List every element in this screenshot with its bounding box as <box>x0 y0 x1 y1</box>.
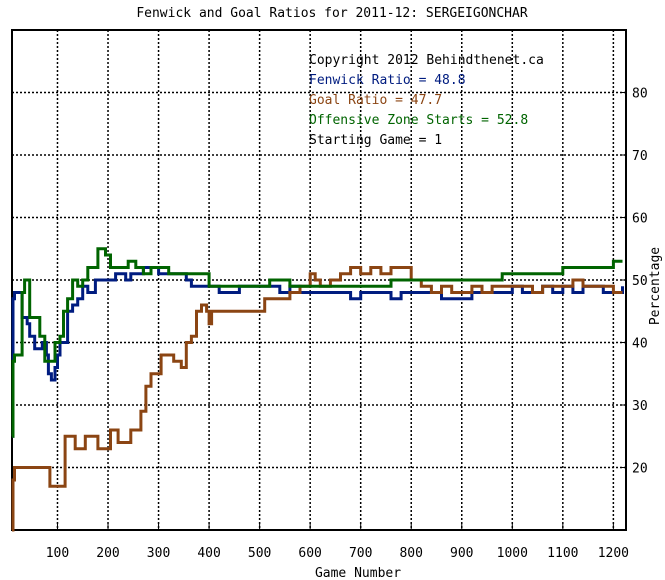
y-tick-label: 40 <box>632 337 648 352</box>
x-tick-label: 500 <box>248 546 271 561</box>
series-group <box>11 247 624 532</box>
series-fenwick-ratio-line <box>11 266 624 438</box>
annotation-line: Goal Ratio = 47.7 <box>309 93 442 108</box>
x-axis: 100 200 300 400 500 600 700 800 900 1000 1100 1200 <box>46 524 629 561</box>
y-axis-label: Percentage <box>648 247 663 325</box>
annotation-line: Fenwick Ratio = 48.8 <box>309 73 466 88</box>
annotation-line: Starting Game = 1 <box>309 133 442 148</box>
x-axis-label: Game Number <box>315 566 401 580</box>
x-tick-label: 1200 <box>598 546 629 561</box>
chart-title: Fenwick and Goal Ratios for 2011-12: SER… <box>136 6 528 21</box>
x-tick-label: 1100 <box>547 546 578 561</box>
x-tick-label: 100 <box>46 546 69 561</box>
x-tick-label: 300 <box>147 546 170 561</box>
y-tick-label: 70 <box>632 149 648 164</box>
y-tick-label: 20 <box>632 462 648 477</box>
x-tick-label: 900 <box>450 546 473 561</box>
series-offensive-zone-starts-line <box>11 247 623 438</box>
x-tick-label: 200 <box>96 546 119 561</box>
y-tick-label: 60 <box>632 212 648 227</box>
x-tick-label: 600 <box>298 546 321 561</box>
x-tick-label: 400 <box>197 546 220 561</box>
annotation-line: Copyright 2012 Behindthenet.ca <box>309 53 544 68</box>
x-tick-label: 800 <box>399 546 422 561</box>
y-tick-label: 50 <box>632 274 648 289</box>
annotation-line: Offensive Zone Starts = 52.8 <box>309 113 528 128</box>
x-tick-label: 700 <box>349 546 372 561</box>
x-tick-label: 1000 <box>497 546 528 561</box>
series-goal-ratio-line <box>11 266 623 532</box>
y-tick-label: 30 <box>632 399 648 414</box>
y-axis: 20 30 40 50 60 70 80 <box>620 87 648 477</box>
annotations: Copyright 2012 Behindthenet.ca Fenwick Ra… <box>309 53 544 148</box>
y-tick-label: 80 <box>632 87 648 102</box>
